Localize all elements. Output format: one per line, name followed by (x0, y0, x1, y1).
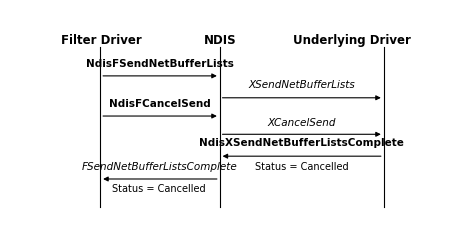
Text: NdisFSendNetBufferLists: NdisFSendNetBufferLists (86, 59, 234, 68)
Text: XSendNetBufferLists: XSendNetBufferLists (248, 81, 354, 91)
Text: XCancelSend: XCancelSend (267, 118, 335, 128)
Text: FSendNetBufferListsComplete: FSendNetBufferListsComplete (82, 162, 237, 172)
Text: Underlying Driver: Underlying Driver (292, 34, 409, 47)
Text: Status = Cancelled: Status = Cancelled (254, 162, 348, 172)
Text: NdisFCancelSend: NdisFCancelSend (109, 99, 210, 109)
Text: NdisXSendNetBufferListsComplete: NdisXSendNetBufferListsComplete (199, 138, 403, 148)
Text: Filter Driver: Filter Driver (61, 34, 141, 47)
Text: NDIS: NDIS (203, 34, 235, 47)
Text: Status = Cancelled: Status = Cancelled (112, 184, 206, 195)
